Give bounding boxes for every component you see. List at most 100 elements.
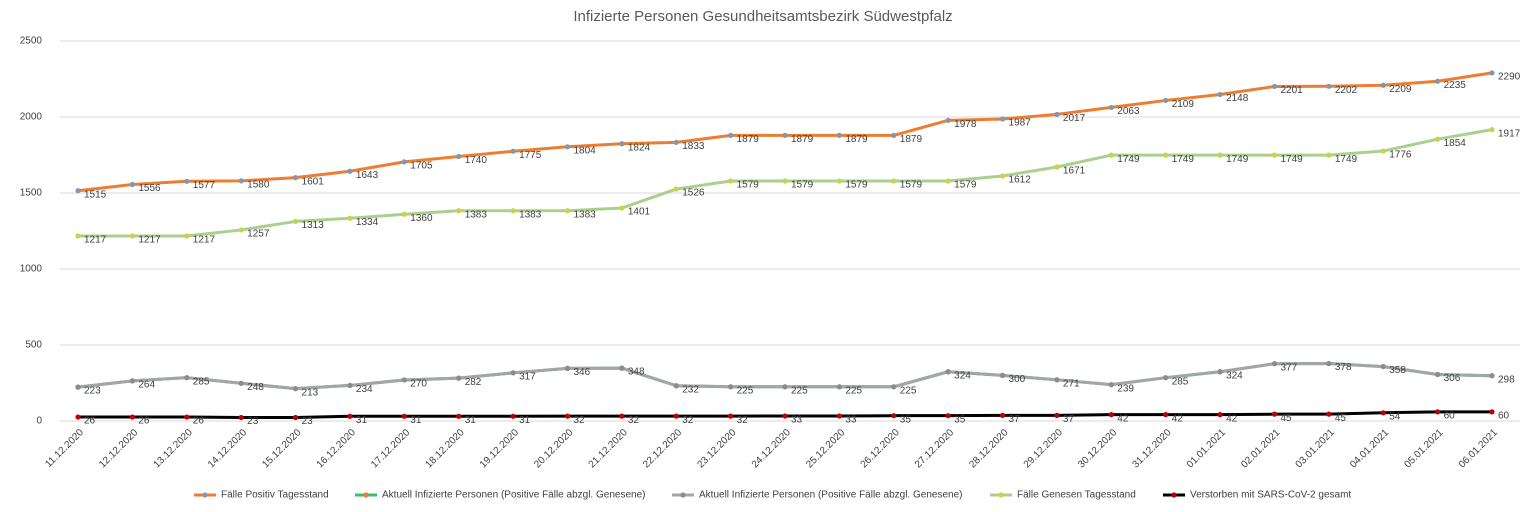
data-point: [1217, 91, 1223, 98]
data-label: 1601: [302, 176, 325, 187]
data-point: [673, 186, 679, 192]
data-label: 317: [519, 371, 536, 382]
data-label: 1383: [465, 209, 488, 220]
y-tick-label: 2000: [20, 112, 43, 123]
data-label: 306: [1444, 373, 1461, 384]
data-point: [999, 372, 1006, 378]
data-point: [292, 386, 299, 392]
data-label: 234: [356, 384, 373, 395]
data-label: 324: [1226, 370, 1243, 381]
data-point: [347, 413, 353, 419]
data-point: [999, 173, 1006, 179]
data-label: 1313: [302, 220, 325, 231]
x-tick-label: 29.12.2020: [1022, 427, 1065, 470]
data-point: [510, 413, 516, 419]
x-tick-label: 01.01.2021: [1185, 427, 1228, 470]
x-tick-label: 23.12.2020: [695, 427, 738, 470]
data-point: [1271, 361, 1278, 367]
data-label: 1749: [1335, 154, 1358, 165]
data-point: [945, 178, 951, 184]
data-point: [1326, 411, 1332, 417]
data-label: 358: [1389, 365, 1406, 376]
data-label: 1579: [737, 180, 760, 191]
data-label: 1580: [247, 179, 270, 190]
data-point: [129, 414, 135, 420]
x-tick-label: 28.12.2020: [967, 427, 1010, 470]
data-point: [728, 178, 734, 184]
y-tick-label: 500: [25, 340, 42, 351]
y-tick-label: 2500: [20, 36, 43, 47]
data-point: [945, 117, 951, 123]
data-point: [1326, 152, 1332, 158]
data-label: 1217: [138, 235, 161, 246]
data-label: 33: [845, 415, 857, 426]
data-point: [1271, 411, 1278, 417]
data-label: 31: [410, 415, 422, 426]
data-point: [999, 412, 1006, 418]
legend-marker: [202, 492, 208, 498]
x-tick-label: 17.12.2020: [369, 427, 412, 470]
data-label: 2109: [1172, 99, 1195, 110]
data-label: 1217: [193, 235, 216, 246]
data-label: 23: [247, 416, 259, 427]
data-point: [1054, 164, 1060, 170]
data-point: [836, 132, 842, 138]
data-point: [238, 414, 244, 421]
x-tick-label: 14.12.2020: [206, 427, 249, 470]
data-label: 2202: [1335, 85, 1358, 96]
data-point: [510, 148, 516, 154]
data-label: 271: [1063, 378, 1080, 389]
data-point: [891, 132, 897, 138]
data-label: 282: [465, 377, 482, 388]
data-point: [1108, 382, 1114, 388]
data-label: 35: [954, 414, 966, 425]
data-point: [1217, 369, 1223, 375]
data-label: 223: [84, 386, 101, 397]
data-label: 1749: [1280, 154, 1303, 165]
x-tick-label: 18.12.2020: [424, 427, 467, 470]
data-label: 1643: [356, 170, 379, 181]
chart-title: Infizierte Personen Gesundheitsamtsbezir…: [573, 8, 952, 25]
data-label: 1879: [900, 134, 923, 145]
data-point: [1380, 148, 1386, 154]
data-label: 2290: [1498, 72, 1521, 83]
x-tick-label: 03.01.2021: [1294, 427, 1337, 470]
data-point: [891, 413, 897, 419]
data-label: 37: [1063, 414, 1075, 425]
data-label: 1360: [410, 213, 433, 224]
data-point: [347, 168, 353, 174]
data-label: 377: [1280, 362, 1297, 373]
legend-label: Fälle Positiv Tagesstand: [221, 490, 329, 501]
data-label: 60: [1444, 411, 1456, 422]
data-point: [728, 384, 734, 390]
data-point: [184, 375, 190, 381]
data-label: 26: [84, 416, 96, 427]
data-point: [945, 369, 951, 375]
data-point: [75, 188, 81, 194]
data-point: [673, 383, 679, 389]
legend-label: Aktuell Infizierte Personen (Positive Fä…: [382, 490, 645, 501]
data-label: 1854: [1444, 138, 1467, 149]
x-tick-label: 12.12.2020: [97, 427, 140, 470]
data-point: [1489, 70, 1495, 76]
data-point: [782, 413, 788, 419]
data-point: [1380, 82, 1386, 88]
data-point: [782, 132, 788, 138]
data-point: [564, 413, 571, 419]
data-label: 1579: [900, 180, 923, 191]
data-point: [999, 116, 1006, 122]
data-label: 1978: [954, 119, 977, 130]
data-label: 264: [138, 380, 155, 391]
data-label: 1383: [573, 209, 596, 220]
data-label: 2235: [1444, 80, 1467, 91]
data-label: 225: [737, 385, 754, 396]
data-point: [728, 413, 734, 419]
data-label: 1749: [1172, 154, 1195, 165]
data-label: 346: [573, 367, 590, 378]
data-label: 2017: [1063, 113, 1086, 124]
data-point: [1163, 412, 1169, 418]
data-point: [238, 178, 244, 184]
legend-marker: [680, 492, 686, 498]
data-label: 54: [1389, 411, 1401, 422]
